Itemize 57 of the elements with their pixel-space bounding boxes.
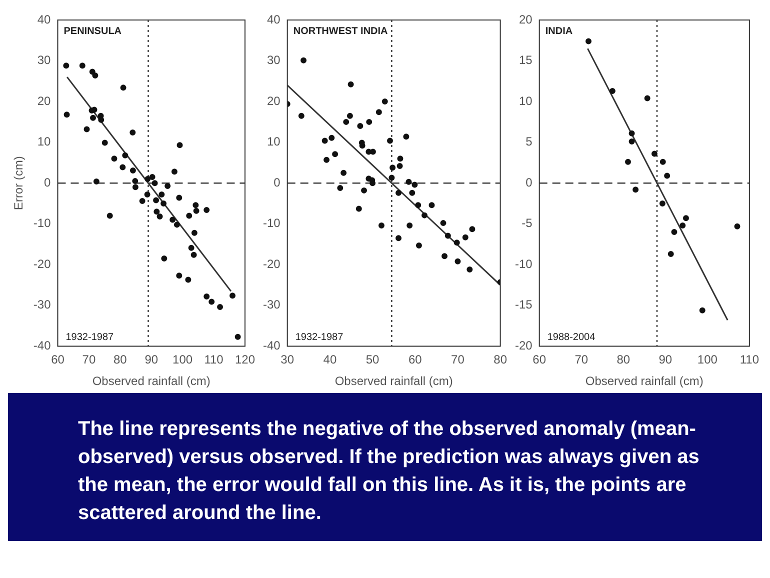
y-tick-label: 0 (44, 175, 52, 190)
x-tick-label: 110 (204, 352, 224, 367)
x-axis-title: Observed rainfall (cm) (585, 374, 704, 388)
y-tick-label: -20 (33, 256, 52, 271)
annotation: 1932-1987 (66, 332, 114, 343)
x-tick-label: 60 (408, 352, 422, 367)
y-tick-label: 0 (526, 175, 533, 190)
x-axis-title: Observed rainfall (cm) (92, 374, 210, 388)
x-tick-label: 90 (658, 352, 672, 367)
y-axis-title: Error (cm) (12, 156, 26, 210)
x-tick-label: 100 (697, 352, 718, 367)
x-tick-label: 120 (234, 352, 256, 367)
x-tick-label: 90 (144, 352, 158, 367)
y-tick-label: -30 (33, 298, 52, 312)
annotation: 1932-1987 (295, 332, 344, 343)
x-tick-label: 30 (280, 352, 294, 367)
annotation: 1988-2004 (547, 332, 596, 343)
y-tick-label: -20 (515, 338, 533, 353)
x-tick-label: 70 (451, 352, 465, 367)
y-tick-label: -5 (522, 216, 533, 230)
y-tick-label: -40 (33, 338, 52, 353)
text: PENINSULA (64, 26, 122, 37)
x-tick-label: 50 (366, 352, 380, 367)
x-tick-label: 80 (113, 352, 128, 367)
y-tick-label: -15 (515, 298, 533, 312)
text: The line represents the negative of the observed anomaly (mean-observed) versus observed. If the prediction was always given as the mean, the error would fall on this line. As it is, the points are scattered around the line. (78, 417, 700, 526)
x-axis-title: Observed rainfall (cm) (334, 374, 453, 388)
x-tick-label: 40 (323, 352, 337, 367)
text: NORTHWEST INDIA (293, 26, 388, 37)
y-tick-label: 40 (37, 12, 52, 26)
x-tick-label: 80 (494, 352, 508, 367)
y-tick-label: -10 (263, 216, 281, 230)
y-tick-label: 20 (266, 94, 281, 108)
y-tick-label: 10 (37, 134, 52, 149)
y-tick-label: -40 (263, 338, 281, 353)
y-tick-label: 5 (526, 134, 533, 149)
y-tick-label: -30 (263, 298, 281, 312)
y-tick-label: 0 (274, 175, 281, 190)
y-tick-label: 30 (37, 53, 52, 68)
x-tick-label: 70 (82, 352, 96, 367)
x-tick-label: 110 (740, 352, 760, 367)
x-tick-label: 100 (172, 352, 193, 367)
x-tick-label: 60 (51, 352, 65, 367)
y-tick-label: 30 (266, 53, 281, 68)
y-tick-label: 20 (37, 94, 52, 108)
y-tick-label: -10 (515, 256, 533, 271)
y-tick-label: 40 (266, 12, 281, 26)
x-tick-label: 60 (532, 352, 546, 367)
x-tick-label: 80 (616, 352, 630, 367)
y-tick-label: 10 (266, 134, 281, 149)
y-tick-label: 15 (518, 53, 533, 68)
y-tick-label: -20 (263, 256, 281, 271)
y-tick-label: 20 (518, 12, 533, 26)
x-tick-label: 70 (574, 352, 588, 367)
y-tick-label: 10 (518, 94, 533, 108)
y-tick-label: -10 (33, 216, 52, 230)
text: INDIA (545, 26, 573, 37)
